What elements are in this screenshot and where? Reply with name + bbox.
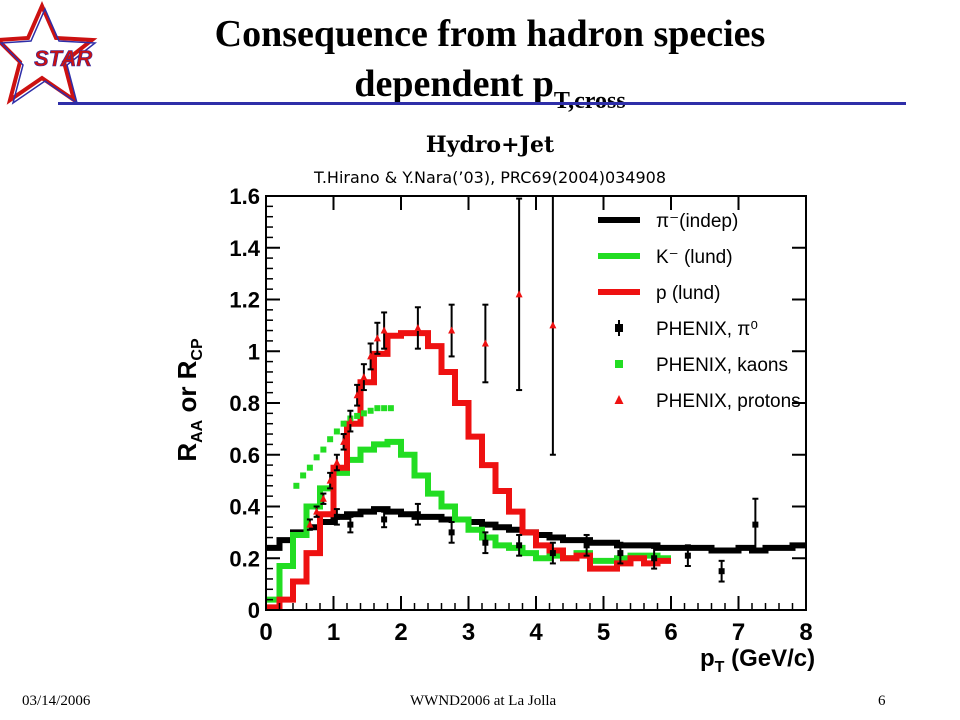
x-tick-label: 2 [394, 619, 407, 646]
x-tick-label: 7 [732, 619, 745, 646]
y-tick-label: 0.6 [229, 443, 260, 468]
x-tick-label: 3 [462, 619, 475, 646]
y-tick-label: 0.8 [229, 391, 260, 416]
legend-label-0: π⁻(indep) [656, 211, 738, 232]
logo-text: STAR [34, 46, 92, 71]
data-point-5 [306, 520, 314, 528]
title-line2-subscript: T,cross [553, 88, 626, 114]
x-tick-label: 0 [259, 619, 272, 646]
data-point-5 [346, 417, 354, 425]
title-line2-text: dependent p [354, 63, 554, 105]
y-tick-label: 1.2 [229, 288, 260, 313]
data-point-4 [381, 405, 388, 412]
legend-label-2: p (lund) [656, 283, 720, 304]
data-point-5 [373, 334, 381, 342]
y-tick-label: 0.2 [229, 546, 260, 571]
legend-label-5: PHENIX, protons [656, 391, 801, 412]
y-tick-label: 1.6 [229, 184, 260, 209]
data-point-4 [300, 472, 307, 479]
data-point-5 [353, 391, 361, 399]
y-tick-label: 0.4 [229, 495, 260, 520]
series-line-0 [266, 506, 806, 554]
data-point-3 [347, 521, 354, 528]
data-point-5 [515, 290, 523, 298]
data-point-5 [448, 326, 456, 334]
data-point-3 [549, 550, 556, 557]
y-tick-label: 1 [248, 339, 260, 364]
data-point-5 [333, 458, 341, 466]
slide-title-line1: Consequence from hadron species [214, 13, 766, 55]
data-point-3 [333, 513, 340, 520]
legend-label-1: K⁻ (lund) [656, 247, 733, 268]
data-point-3 [516, 542, 523, 549]
footer-page-number: 6 [878, 693, 886, 709]
x-tick-label: 5 [597, 619, 610, 646]
slide-title-line2: dependent pT,cross [140, 62, 840, 123]
x-tick-label: 4 [529, 619, 543, 646]
chart-subtitle: Hydro+Jet [425, 132, 555, 158]
data-point-4 [306, 464, 313, 471]
data-point-5 [380, 326, 388, 334]
data-point-3 [482, 539, 489, 546]
data-point-4 [387, 405, 394, 412]
data-point-5 [360, 373, 368, 381]
data-point-3 [414, 511, 421, 518]
footer-center: WWND2006 at La Jolla [410, 693, 557, 709]
data-point-4 [327, 436, 334, 443]
data-point-5 [326, 476, 334, 484]
data-point-4 [313, 454, 320, 461]
data-point-3 [381, 516, 388, 523]
data-point-4 [360, 410, 367, 417]
y-tick-label: 0 [248, 598, 260, 623]
data-point-5 [367, 352, 375, 360]
star-logo: STAR [0, 1, 98, 105]
series-line-2 [266, 330, 671, 610]
chart-citation: T.Hirano & Y.Nara(’03), PRC69(2004)03490… [313, 168, 667, 187]
data-point-5 [549, 321, 557, 329]
y-tick-label: 1.4 [229, 236, 260, 261]
data-point-5 [319, 494, 327, 502]
legend-swatch-4 [615, 360, 623, 368]
legend-label-4: PHENIX, kaons [656, 355, 788, 376]
y-axis-label: RAA or RCP [172, 338, 206, 462]
data-point-4 [374, 405, 381, 412]
star-outline-icon [0, 1, 98, 105]
data-point-3 [448, 529, 455, 536]
data-point-4 [340, 420, 347, 427]
x-tick-label: 1 [327, 619, 340, 646]
data-point-4 [293, 482, 300, 489]
data-point-3 [651, 555, 658, 562]
title-underline [58, 102, 906, 105]
data-point-3 [718, 568, 725, 575]
data-point-3 [752, 521, 759, 528]
data-point-4 [367, 407, 374, 414]
x-tick-label: 6 [664, 619, 677, 646]
data-point-4 [333, 428, 340, 435]
x-tick-label: 8 [799, 619, 812, 646]
data-point-5 [481, 339, 489, 347]
x-axis-label: pT (GeV/c) [700, 645, 815, 676]
legend-label-3: PHENIX, π⁰ [656, 319, 758, 340]
data-point-3 [684, 552, 691, 559]
data-point-5 [313, 507, 321, 515]
data-point-3 [583, 542, 590, 549]
data-point-5 [340, 437, 348, 445]
data-point-4 [320, 446, 327, 453]
data-point-4 [354, 412, 361, 419]
data-point-3 [617, 550, 624, 557]
footer-date: 03/14/2006 [22, 693, 91, 709]
data-point-5 [414, 323, 422, 331]
legend-swatch-5 [614, 395, 624, 404]
